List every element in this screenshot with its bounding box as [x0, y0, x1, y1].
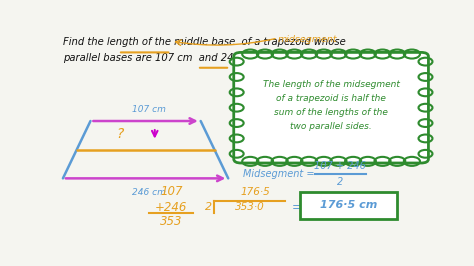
Text: Find the length of the middle base  of a trapezoid whose: Find the length of the middle base of a … — [63, 37, 346, 47]
Text: 246 cm: 246 cm — [132, 188, 166, 197]
Text: 2: 2 — [204, 202, 211, 212]
Text: 107 + 246: 107 + 246 — [314, 161, 366, 171]
Text: parallel bases are 107 cm  and 246 cm.: parallel bases are 107 cm and 246 cm. — [63, 53, 261, 63]
FancyBboxPatch shape — [234, 52, 428, 163]
Text: +246: +246 — [155, 201, 188, 214]
Text: Midsegment =: Midsegment = — [243, 169, 314, 179]
FancyBboxPatch shape — [300, 192, 397, 219]
Text: 107 cm: 107 cm — [132, 105, 166, 114]
Text: =: = — [291, 201, 301, 214]
Text: 2: 2 — [337, 177, 343, 188]
Text: midsegment: midsegment — [278, 35, 337, 44]
Text: 176·5 cm: 176·5 cm — [319, 200, 377, 210]
Text: 176·5: 176·5 — [241, 187, 271, 197]
Text: 353: 353 — [160, 215, 182, 228]
Text: The length of the midsegment
of a trapezoid is half the
sum of the lengths of th: The length of the midsegment of a trapez… — [263, 80, 400, 131]
Text: ?: ? — [116, 127, 124, 141]
Text: 353·0: 353·0 — [236, 202, 265, 212]
Text: 107: 107 — [160, 185, 182, 198]
